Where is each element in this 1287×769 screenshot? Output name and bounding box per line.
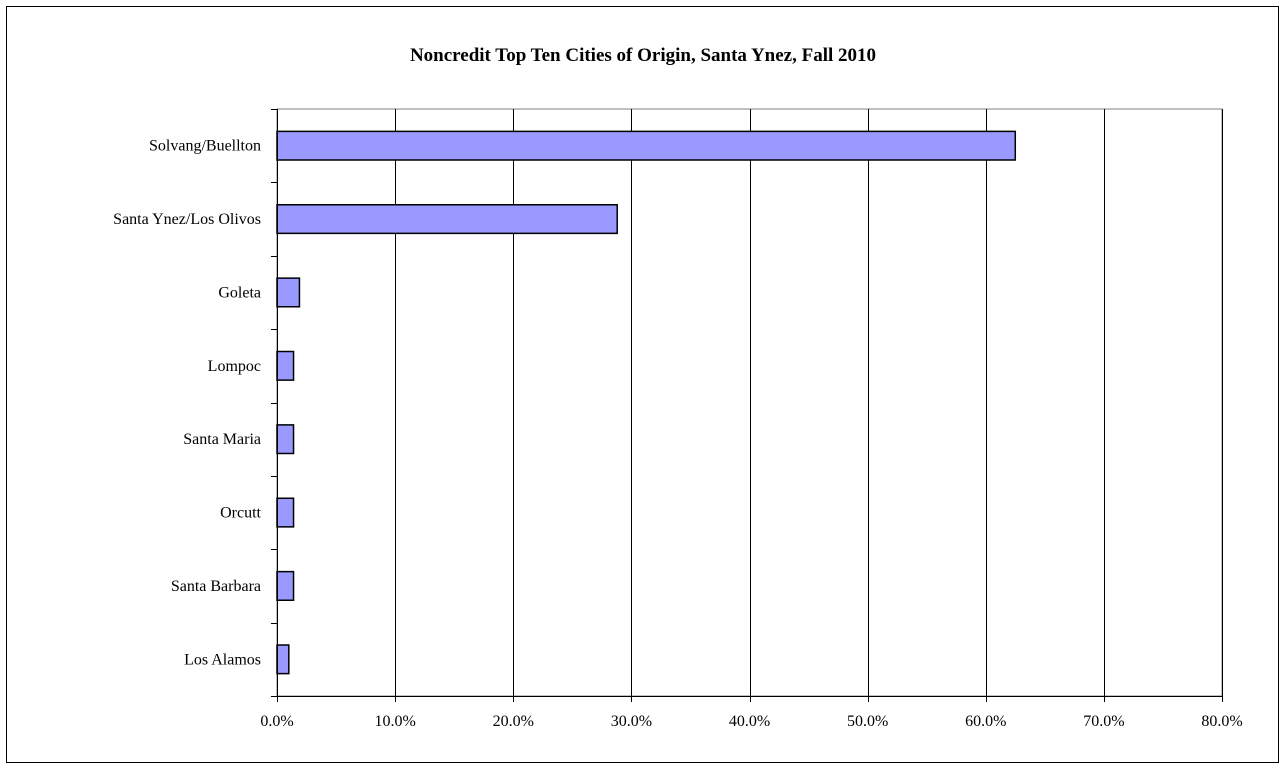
- category-label: Lompoc: [208, 358, 261, 375]
- bar: [276, 644, 290, 675]
- category-label: Santa Maria: [183, 431, 261, 448]
- x-tick-labels: 0.0% 10.0% 20.0% 30.0% 40.0% 50.0% 60.0% 70.0% 8…: [260, 713, 1242, 730]
- category-label: Goleta: [218, 284, 261, 301]
- bar: [276, 204, 618, 235]
- x-tick-label: 20.0%: [493, 713, 534, 730]
- chart-title: Noncredit Top Ten Cities of Origin, Sant…: [410, 45, 876, 66]
- bar: [276, 497, 295, 528]
- category-label: Orcutt: [220, 505, 261, 522]
- axes: [271, 109, 1223, 702]
- bar: [276, 277, 301, 308]
- x-tick-label: 40.0%: [729, 713, 770, 730]
- x-tick-label: 30.0%: [611, 713, 652, 730]
- category-label: Santa Ynez/Los Olivos: [113, 211, 261, 228]
- plot-area: [276, 108, 1223, 697]
- bar: [276, 130, 1017, 161]
- category-labels: Solvang/Buellton Santa Ynez/Los Olivos Gol…: [113, 138, 261, 669]
- category-label: Santa Barbara: [171, 578, 261, 595]
- x-tick-label: 50.0%: [847, 713, 888, 730]
- x-tick-label: 10.0%: [374, 713, 415, 730]
- category-label: Los Alamos: [184, 651, 261, 668]
- category-label: Solvang/Buellton: [149, 138, 261, 155]
- bar: [276, 424, 295, 455]
- x-tick-label: 0.0%: [260, 713, 293, 730]
- x-tick-label: 80.0%: [1201, 713, 1242, 730]
- plot-border: [276, 108, 1223, 697]
- bar: [276, 350, 295, 381]
- x-tick-label: 70.0%: [1083, 713, 1124, 730]
- bar: [276, 570, 295, 601]
- x-tick-label: 60.0%: [965, 713, 1006, 730]
